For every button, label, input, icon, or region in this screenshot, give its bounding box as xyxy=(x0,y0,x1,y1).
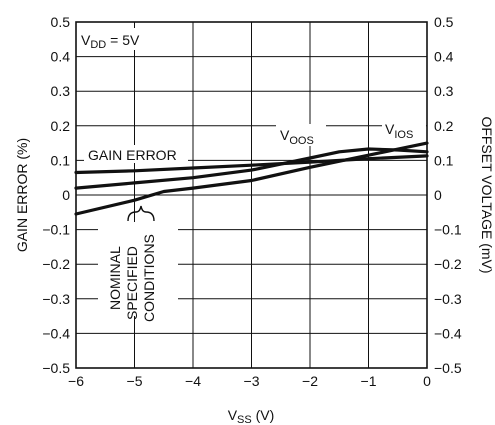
y-tick-label-left: 0.5 xyxy=(51,14,71,30)
y-tick-label-right: 0.2 xyxy=(434,118,454,134)
nominal-line-1: NOMINAL xyxy=(107,246,123,310)
y-tick-label-right: 0 xyxy=(434,187,442,203)
y-axis-left-label: GAIN ERROR (%) xyxy=(14,138,30,252)
gain-error-label: GAIN ERROR xyxy=(88,147,177,163)
y-tick-label-left: −0.4 xyxy=(42,325,70,341)
voos-label: VOOS xyxy=(280,127,314,147)
x-tick-label: −3 xyxy=(244,373,260,389)
x-tick-label: −5 xyxy=(127,373,143,389)
y-tick-label-right: 0.1 xyxy=(434,152,454,168)
vdd-label-bg xyxy=(78,28,158,50)
nominal-line-3: CONDITIONS xyxy=(141,234,157,322)
y-tick-label-left: 0.2 xyxy=(51,118,71,134)
series-line-gain-error xyxy=(74,154,429,175)
y-tick-label-left: −0.1 xyxy=(42,222,70,238)
y-tick-label-left: 0.1 xyxy=(51,152,71,168)
y-tick-label-left: −0.3 xyxy=(42,291,70,307)
y-tick-label-left: 0.4 xyxy=(51,49,71,65)
x-tick-label: −6 xyxy=(68,373,84,389)
y-tick-label-left: −0.2 xyxy=(42,256,70,272)
voos-label-bg xyxy=(276,124,326,146)
y-tick-label-left: 0 xyxy=(62,187,70,203)
y-tick-label-right: −0.3 xyxy=(434,291,462,307)
y-tick-label-right: −0.2 xyxy=(434,256,462,272)
nominal-conditions-label: NOMINAL SPECIFIED CONDITIONS xyxy=(107,234,157,322)
nominal-label-bg xyxy=(98,222,178,316)
y-tick-label-right: 0.4 xyxy=(434,49,454,65)
y-tick-label-right: 0.3 xyxy=(434,83,454,99)
x-tick-label: −1 xyxy=(361,373,377,389)
y-tick-label-right: −0.4 xyxy=(434,325,462,341)
y-tick-label-right: −0.1 xyxy=(434,222,462,238)
vios-label-bg xyxy=(382,118,426,140)
y-tick-label-left: −0.5 xyxy=(42,360,70,376)
x-tick-label: −4 xyxy=(185,373,201,389)
nominal-line-2: SPECIFIED xyxy=(124,246,140,320)
x-tick-label: −2 xyxy=(302,373,318,389)
gain-error-label-bg xyxy=(84,145,188,163)
series-line-v-ios xyxy=(74,141,429,216)
x-tick-label: 0 xyxy=(423,373,431,389)
vdd-label: VDD = 5V xyxy=(81,32,140,51)
y-axis-right-label: OFFSET VOLTAGE (mV) xyxy=(479,116,495,273)
tick-labels: −6 −5 −4 −3 −2 −1 0 0.5 0.5 0.4 0.4 0.3 0.3 0.2 0.2 0.1… xyxy=(42,14,461,389)
nominal-brace xyxy=(127,205,155,222)
x-axis-label: VSS (V) xyxy=(228,407,275,425)
y-tick-label-right: 0.5 xyxy=(434,14,454,30)
vios-label: VIOS xyxy=(385,121,413,141)
series-lines xyxy=(74,141,429,216)
y-tick-label-left: 0.3 xyxy=(51,83,71,99)
y-tick-label-right: −0.5 xyxy=(434,360,462,376)
